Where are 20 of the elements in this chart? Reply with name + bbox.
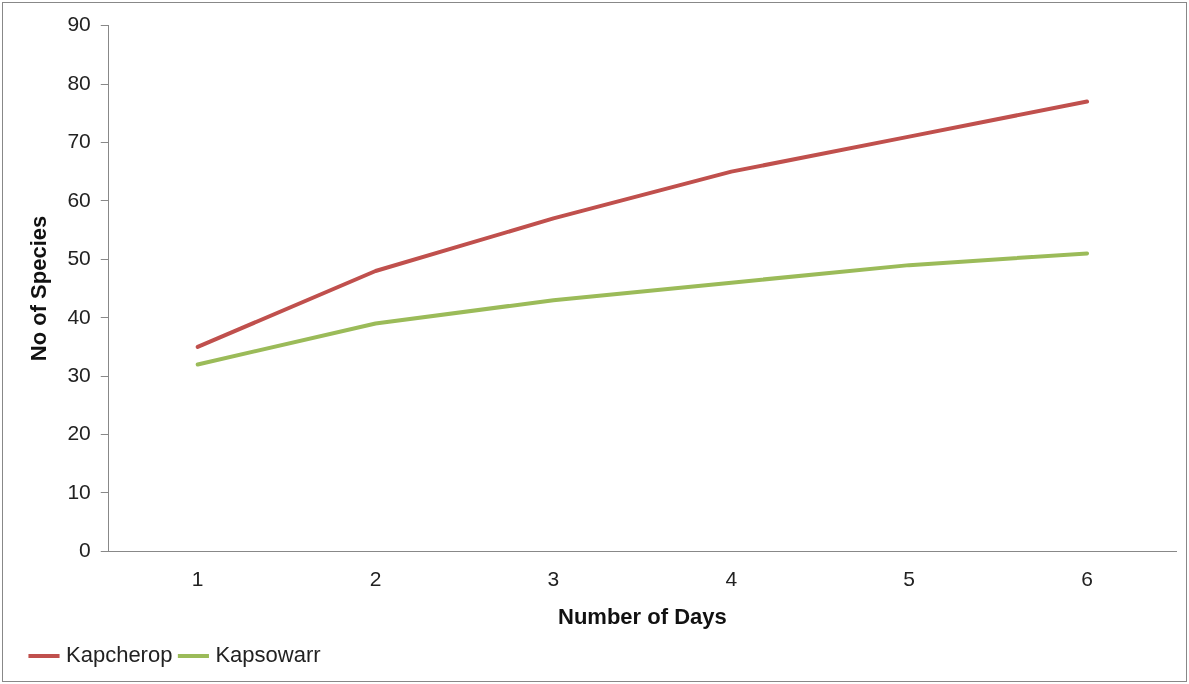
y-tick-label: 20: [67, 421, 91, 445]
y-tick-label: 30: [67, 362, 91, 386]
x-tick-label: 3: [547, 566, 560, 590]
y-tick-label: 90: [67, 12, 91, 36]
x-tick-label: 5: [903, 566, 916, 590]
y-tick-label: 40: [67, 304, 91, 328]
x-tick-label: 2: [369, 566, 382, 590]
y-tick-label: 60: [67, 187, 91, 211]
legend-label: Kapsowarr: [215, 642, 321, 668]
x-tick-label: 4: [725, 566, 738, 590]
y-tick-label: 10: [67, 479, 91, 503]
legend-label: Kapcherop: [66, 642, 173, 668]
y-tick-label: 0: [79, 538, 91, 562]
x-tick-label: 1: [191, 566, 204, 590]
y-axis-title: No of Species: [26, 215, 52, 362]
x-axis-title: Number of Days: [558, 603, 727, 629]
y-tick-label: 50: [67, 246, 91, 270]
y-tick-label: 80: [67, 70, 91, 94]
y-tick-label: 70: [67, 129, 91, 153]
x-tick-label: 6: [1081, 566, 1093, 590]
